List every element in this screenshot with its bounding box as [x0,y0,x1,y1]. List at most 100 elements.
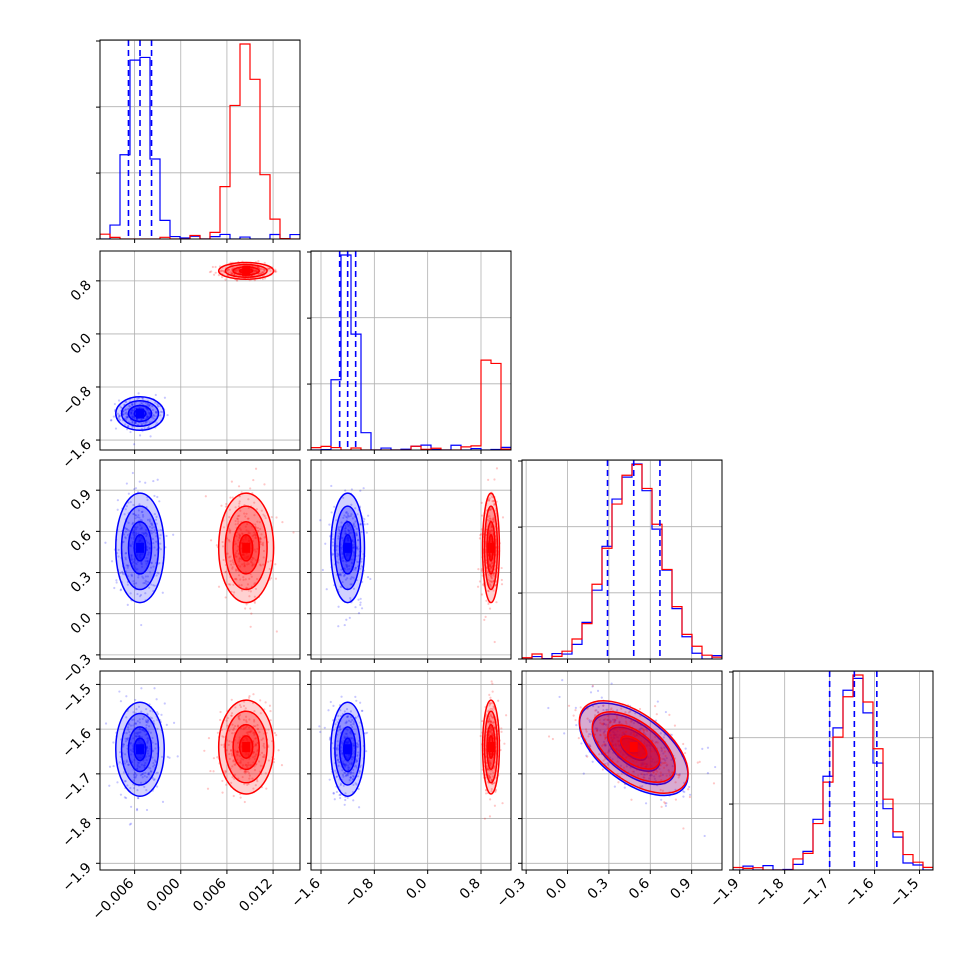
scatter-point [158,500,161,503]
scatter-point [604,733,607,737]
scatter-point [664,802,667,805]
scatter-point [224,769,227,773]
scatter-point [652,771,655,774]
scatter-point [144,402,147,405]
scatter-point [237,717,240,720]
scatter-point [666,763,669,766]
scatter-point [345,715,349,719]
scatter-point [144,761,147,765]
scatter-point [331,544,335,547]
scatter-point [491,682,494,685]
scatter-point [231,723,234,726]
scatter-point [357,612,361,615]
scatter-point [262,744,265,747]
scatter-point [146,559,149,563]
scatter-point [659,771,662,774]
scatter-point [600,696,603,699]
scatter-point [487,774,491,777]
scatter-point [356,755,359,758]
scatter-point [242,728,245,731]
scatter-point [637,735,640,738]
scatter-point [136,765,139,768]
panel-2-0: −0.30.00.30.60.9 [59,459,301,687]
scatter-point [486,710,490,713]
scatter-point [324,542,327,545]
scatter-point [125,564,128,567]
scatter-point [147,772,151,776]
scatter-point [491,690,494,693]
scatter-point [343,736,346,739]
scatter-point [244,525,247,528]
scatter-point [119,588,123,591]
scatter-point [125,482,128,485]
scatter-point [155,410,158,414]
scatter-point [343,763,346,766]
scatter-point [635,760,638,764]
scatter-point [360,560,363,563]
scatter-point [129,411,133,414]
scatter-point [591,684,595,687]
scatter-point [145,808,149,812]
scatter-point [337,758,340,761]
scatter-point [648,777,651,780]
scatter-point [275,733,278,737]
scatter-point [143,730,146,733]
y-tick-label: 0.0 [68,330,95,357]
scatter-point [253,769,257,772]
scatter-point [238,704,242,707]
scatter-point [148,586,151,589]
scatter-point [488,719,491,722]
x-tick-label: −1.9 [707,876,742,911]
scatter-point [255,270,258,273]
scatter-point [130,554,133,557]
scatter-point [134,568,138,571]
density-peak-series-1 [487,742,495,753]
scatter-point [487,478,490,482]
scatter-point [363,523,366,526]
scatter-point [356,759,359,762]
scatter-point [660,798,663,801]
scatter-point [488,776,491,779]
scatter-point [145,562,148,565]
scatter-point [336,552,339,555]
scatter-point [617,749,620,752]
scatter-point [259,699,262,702]
scatter-point [669,774,672,777]
scatter-point [347,525,350,528]
scatter-point [500,730,503,733]
scatter-point [252,751,255,754]
scatter-point [642,731,646,734]
scatter-point [653,777,656,780]
scatter-point [488,718,491,721]
scatter-point [257,266,260,269]
scatter-point [586,717,589,720]
scatter-point [349,577,352,580]
scatter-point [259,712,262,715]
scatter-point [231,776,234,779]
scatter-point [132,779,135,782]
scatter-point [340,521,343,524]
scatter-point [343,514,346,517]
scatter-point [489,731,492,734]
scatter-point [683,751,687,755]
scatter-point [480,501,483,504]
scatter-point [356,545,359,548]
y-tick-label: 0.3 [68,569,95,596]
scatter-point [230,698,233,701]
scatter-point [129,741,133,745]
scatter-point [110,419,113,422]
scatter-point [230,272,234,275]
scatter-point [585,730,588,733]
scatter-point [624,730,627,733]
scatter-point [674,781,677,784]
panel-frame [310,670,512,871]
scatter-point [124,780,127,783]
scatter-point [154,747,157,750]
scatter-point [227,743,230,746]
scatter-point [347,760,350,763]
scatter-point [126,416,129,419]
scatter-point [235,578,238,581]
scatter-point [627,711,630,714]
scatter-point [137,705,141,708]
scatter-point [489,574,492,577]
